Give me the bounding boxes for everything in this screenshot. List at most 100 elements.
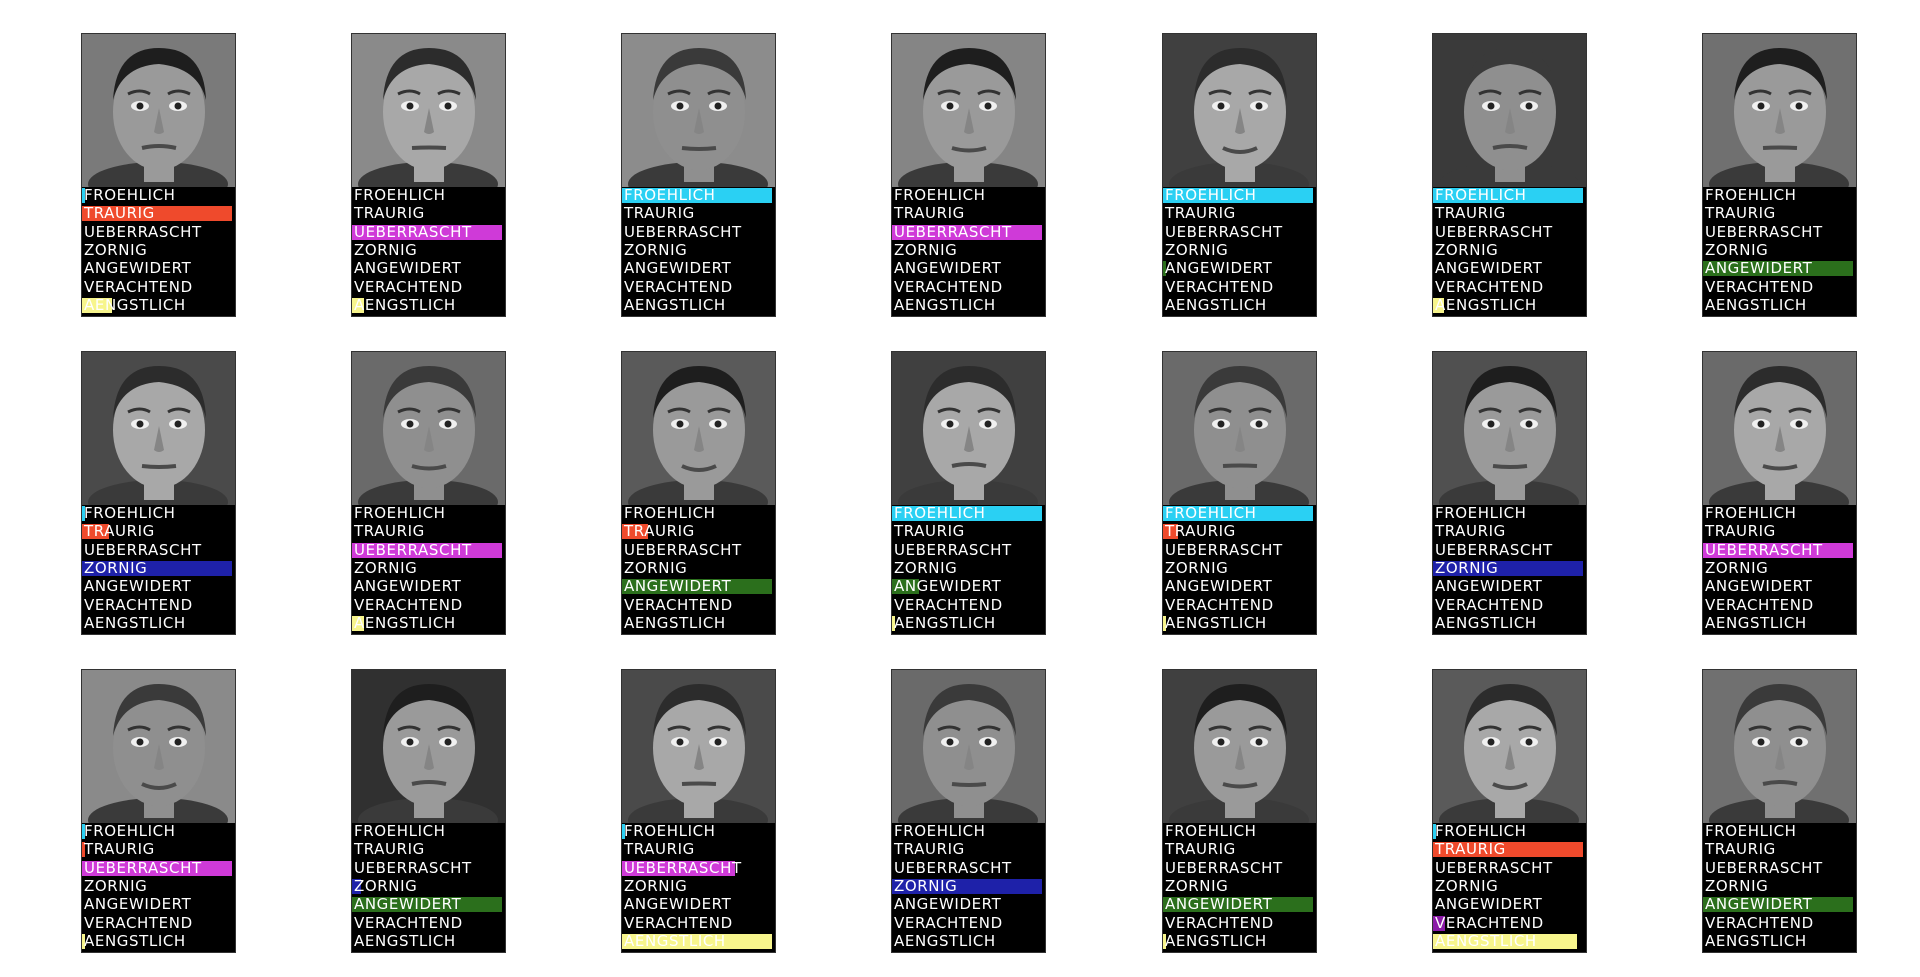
emotion-row: TRAURIG xyxy=(82,205,235,222)
face-photo-icon xyxy=(622,670,775,823)
emotion-label: ZORNIG xyxy=(894,876,958,895)
emotion-score-bar xyxy=(892,615,895,631)
emotion-row: TRAURIG xyxy=(1703,523,1856,540)
emotion-label: ANGEWIDERT xyxy=(894,577,1002,596)
emotion-row: TRAURIG xyxy=(622,523,775,540)
emotion-score-list: FROEHLICH TRAURIG UEBERRASCHT ZORNIG ANGEWID… xyxy=(1703,505,1856,634)
emotion-label: AENGSTLICH xyxy=(1705,613,1807,632)
emotion-score-list: FROEHLICH TRAURIG UEBERRASCHT ZORNIG ANGEWID… xyxy=(82,505,235,634)
emotion-label: AENGSTLICH xyxy=(354,613,456,632)
emotion-row: AENGSTLICH xyxy=(1433,297,1586,314)
emotion-label: AENGSTLICH xyxy=(84,295,186,314)
emotion-score-bar xyxy=(622,188,772,203)
face-image xyxy=(622,34,775,187)
emotion-row: TRAURIG xyxy=(892,205,1045,222)
emotion-row: AENGSTLICH xyxy=(622,297,775,314)
face-photo-icon xyxy=(622,352,775,505)
emotion-row: UEBERRASCHT xyxy=(1163,860,1316,877)
emotion-row: VERACHTEND xyxy=(352,279,505,296)
face-image xyxy=(1703,34,1856,187)
emotion-score-list: FROEHLICH TRAURIG UEBERRASCHT ZORNIG ANGEWID… xyxy=(622,187,775,316)
face-image xyxy=(1433,352,1586,505)
emotion-row: VERACHTEND xyxy=(622,915,775,932)
emotion-label: FROEHLICH xyxy=(1435,822,1527,840)
emotion-score-bar xyxy=(1433,824,1436,839)
emotion-score-bar xyxy=(1163,261,1166,277)
emotion-row: UEBERRASCHT xyxy=(892,542,1045,559)
face-panel: FROEHLICH TRAURIG UEBERRASCHT ZORNIG ANGEWID… xyxy=(1702,33,1857,317)
face-panel: FROEHLICH TRAURIG UEBERRASCHT ZORNIG ANGEWID… xyxy=(81,33,236,317)
emotion-row: ANGEWIDERT xyxy=(352,578,505,595)
emotion-score-bar xyxy=(82,524,109,540)
emotion-score-bar xyxy=(82,933,85,949)
emotion-score-bar xyxy=(1163,506,1313,521)
emotion-row: FROEHLICH xyxy=(1703,823,1856,840)
emotion-row: VERACHTEND xyxy=(892,279,1045,296)
emotion-label: VERACHTEND xyxy=(1705,595,1814,614)
emotion-row: AENGSTLICH xyxy=(352,297,505,314)
face-image xyxy=(892,352,1045,505)
emotion-row: AENGSTLICH xyxy=(892,297,1045,314)
emotion-score-bar xyxy=(1163,615,1166,631)
emotion-label: TRAURIG xyxy=(1705,840,1776,859)
emotion-row: FROEHLICH xyxy=(622,187,775,204)
emotion-label: ANGEWIDERT xyxy=(1165,895,1273,914)
emotion-row: ZORNIG xyxy=(892,242,1045,259)
emotion-label: TRAURIG xyxy=(894,204,965,223)
emotion-row: UEBERRASCHT xyxy=(1703,542,1856,559)
face-panel: FROEHLICH TRAURIG UEBERRASCHT ZORNIG ANGEWID… xyxy=(351,351,506,635)
emotion-label: VERACHTEND xyxy=(1435,595,1544,614)
emotion-score-list: FROEHLICH TRAURIG UEBERRASCHT ZORNIG ANGEWID… xyxy=(82,823,235,952)
emotion-row: UEBERRASCHT xyxy=(892,224,1045,241)
emotion-label: AENGSTLICH xyxy=(1705,931,1807,950)
emotion-label: TRAURIG xyxy=(1435,522,1506,541)
emotion-score-bar xyxy=(622,860,735,876)
emotion-row: UEBERRASCHT xyxy=(352,542,505,559)
emotion-score-list: FROEHLICH TRAURIG UEBERRASCHT ZORNIG ANGEWID… xyxy=(622,505,775,634)
emotion-label: AENGSTLICH xyxy=(1435,295,1537,314)
emotion-row: VERACHTEND xyxy=(1703,279,1856,296)
emotion-label: UEBERRASCHT xyxy=(894,858,1012,877)
emotion-row: UEBERRASCHT xyxy=(1163,224,1316,241)
emotion-label: FROEHLICH xyxy=(84,504,176,522)
face-panel: FROEHLICH TRAURIG UEBERRASCHT ZORNIG ANGEWID… xyxy=(351,33,506,317)
emotion-row: AENGSTLICH xyxy=(1433,615,1586,632)
emotion-label: VERACHTEND xyxy=(894,277,1003,296)
emotion-row: VERACHTEND xyxy=(352,915,505,932)
emotion-row: TRAURIG xyxy=(1163,205,1316,222)
emotion-row: TRAURIG xyxy=(352,841,505,858)
emotion-label: AENGSTLICH xyxy=(624,295,726,314)
emotion-label: TRAURIG xyxy=(354,204,425,223)
emotion-label: FROEHLICH xyxy=(84,186,176,204)
emotion-score-bar xyxy=(352,542,502,558)
emotion-label: ZORNIG xyxy=(1705,558,1769,577)
face-panel: FROEHLICH TRAURIG UEBERRASCHT ZORNIG ANGEWID… xyxy=(1162,33,1317,317)
emotion-score-bar xyxy=(82,842,85,858)
emotion-row: UEBERRASCHT xyxy=(622,860,775,877)
face-image xyxy=(1433,34,1586,187)
emotion-row: AENGSTLICH xyxy=(1703,297,1856,314)
emotion-row: ZORNIG xyxy=(1433,560,1586,577)
face-image xyxy=(1703,352,1856,505)
emotion-label: VERACHTEND xyxy=(84,595,193,614)
face-panel: FROEHLICH TRAURIG UEBERRASCHT ZORNIG ANGEWID… xyxy=(621,669,776,953)
emotion-label: ANGEWIDERT xyxy=(894,895,1002,914)
emotion-label: FROEHLICH xyxy=(1705,186,1797,204)
face-panel: FROEHLICH TRAURIG UEBERRASCHT ZORNIG ANGEWID… xyxy=(81,351,236,635)
emotion-label: AENGSTLICH xyxy=(624,931,726,950)
emotion-label: UEBERRASCHT xyxy=(624,540,742,559)
face-photo-icon xyxy=(1163,352,1316,505)
emotion-score-bar xyxy=(892,878,1042,894)
emotion-label: ZORNIG xyxy=(1435,876,1499,895)
emotion-label: ANGEWIDERT xyxy=(624,577,732,596)
emotion-label: TRAURIG xyxy=(894,840,965,859)
emotion-row: UEBERRASCHT xyxy=(1703,860,1856,877)
emotion-row: FROEHLICH xyxy=(892,187,1045,204)
face-panel: FROEHLICH TRAURIG UEBERRASCHT ZORNIG ANGEWID… xyxy=(351,669,506,953)
emotion-label: ZORNIG xyxy=(354,558,418,577)
emotion-label: AENGSTLICH xyxy=(1435,613,1537,632)
emotion-row: TRAURIG xyxy=(1703,841,1856,858)
face-image xyxy=(82,352,235,505)
emotion-row: AENGSTLICH xyxy=(1163,933,1316,950)
emotion-row: ANGEWIDERT xyxy=(622,896,775,913)
